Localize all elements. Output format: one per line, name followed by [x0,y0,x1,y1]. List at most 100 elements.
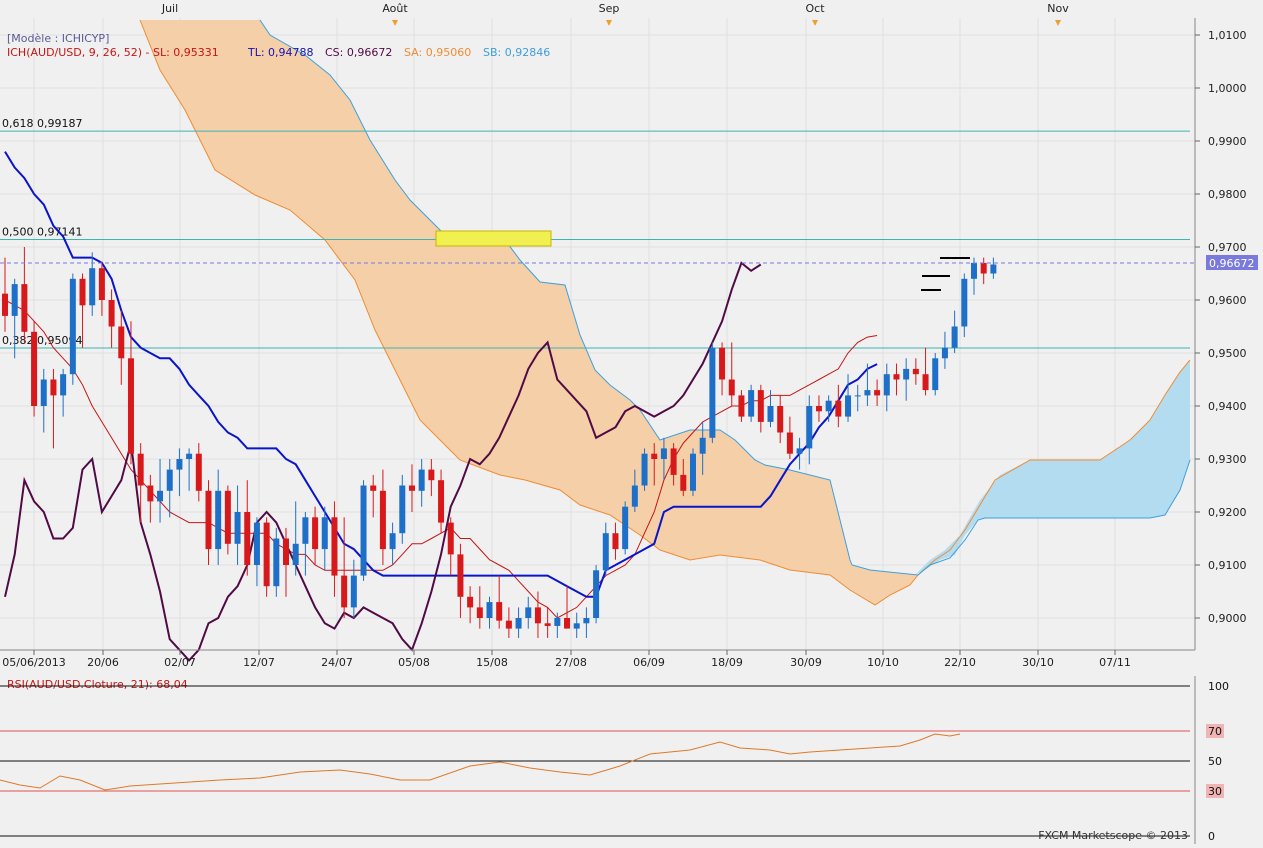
price-tick-label: 0,9900 [1208,135,1247,148]
senkou-span-a [139,19,1191,606]
date-tick-label: 24/07 [321,656,353,669]
current-price-value: 0,96672 [1209,257,1255,270]
rsi-level-badge [1206,724,1224,738]
candle-down [835,400,842,417]
month-label: Sep [599,2,620,15]
fib-label: 0,500 0,97141 [2,226,82,239]
candle-up [951,326,958,348]
date-tick-label: 18/09 [711,656,743,669]
span-b-label: SB: 0,92846 [483,46,550,59]
candle-down [2,293,8,316]
candle-down [447,522,454,555]
tenkan-label: TL: 0,94788 [247,46,314,59]
date-tick-label: 02/07 [164,656,196,669]
candle-down [244,512,251,565]
candle-up [748,390,755,417]
candle-up [689,453,696,491]
kumo-bullish [915,360,1190,575]
rsi-plot-area [0,676,1195,844]
candle-down [728,379,735,396]
candle-up [583,618,590,624]
chikou-label: CS: 0,96672 [325,46,392,59]
price-tick-label: 0,9800 [1208,188,1247,201]
candle-up [11,284,18,316]
month-marker-icon [606,20,612,26]
candle-down [79,278,86,306]
indicator-legend: [Modèle : ICHICYP] ICH(AUD/USD, 9, 26, 5… [7,32,550,59]
month-label: Nov [1047,2,1069,15]
candle-up [273,538,280,587]
date-axis[interactable]: 05/06/2013 20/06 02/07 12/07 24/07 05/08 15/08… [0,649,1195,669]
candle-up [845,395,852,417]
candle-up [602,533,609,571]
candle-up [418,469,425,491]
candle-down [476,607,483,618]
candle-down [738,395,745,417]
candle-down [31,331,38,406]
candle-up [941,347,948,359]
candle-down [467,596,474,608]
candle-up [350,575,357,608]
candle-down [438,480,445,523]
candle-down [757,390,764,422]
candle-up [903,368,910,380]
rsi-label: RSI(AUD/USD.Cloture, 21): 68,04 [7,678,188,691]
kumo-bearish [140,20,918,605]
month-label: Août [382,2,408,15]
price-tick-label: 1,0000 [1208,82,1247,95]
month-marker-icon [812,20,818,26]
month-header: Juil Août Sep Oct Nov [161,2,1069,26]
candle-down [137,453,144,486]
candlesticks [2,247,997,638]
candle-up [631,485,638,507]
date-tick-label: 07/11 [1099,656,1131,669]
candle-down [195,453,202,491]
candle-up [525,607,532,618]
date-tick-label: 05/08 [398,656,430,669]
rsi-line [0,733,961,791]
candle-down [786,432,793,454]
candle-up [883,374,890,396]
copyright: FXCM Marketscope © 2013 [1038,829,1188,842]
price-tick-label: 0,9300 [1208,453,1247,466]
candle-up [767,406,774,422]
rsi-panel[interactable]: RSI(AUD/USD.Cloture, 21): 68,04 100 70 50 3… [0,676,1229,844]
candle-up [990,264,997,274]
candle-up [796,448,803,454]
candle-down [505,620,512,629]
candle-up [932,358,939,391]
date-tick-label: 30/09 [790,656,822,669]
candle-up [486,602,493,618]
price-axis[interactable]: 1,0100 1,0000 0,9900 0,9800 0,9700 0,9600 0,95… [1194,18,1247,650]
model-label: [Modèle : ICHICYP] [7,32,109,45]
candle-down [815,406,822,412]
candle-down [205,490,212,550]
fib-label: 0,382 0,95094 [2,334,82,347]
price-tick-label: 0,9400 [1208,400,1247,413]
price-tick-label: 0,9000 [1208,612,1247,625]
candle-down [670,448,677,475]
date-tick-label: 22/10 [944,656,976,669]
candle-up [60,374,67,396]
price-tick-label: 0,9600 [1208,294,1247,307]
candle-down [980,262,987,274]
candle-up [854,395,861,397]
price-plot-area[interactable] [0,18,1190,650]
rsi-level-label: 0 [1208,830,1215,843]
candle-down [379,490,386,550]
candle-up [641,453,648,486]
price-tick-label: 1,0100 [1208,29,1247,42]
fib-label: 0,618 0,99187 [2,117,82,130]
candle-up [302,517,309,544]
candle-down [651,453,658,459]
rsi-level-label: 100 [1208,680,1229,693]
candle-down [777,406,784,433]
candle-group [2,247,997,638]
fibonacci-levels: 0,618 0,99187 0,500 0,97141 0,382 0,95094 [0,117,1190,349]
candle-up [234,512,241,544]
candle-up [89,268,96,306]
candle-down [893,374,900,380]
date-tick-label: 12/07 [243,656,275,669]
